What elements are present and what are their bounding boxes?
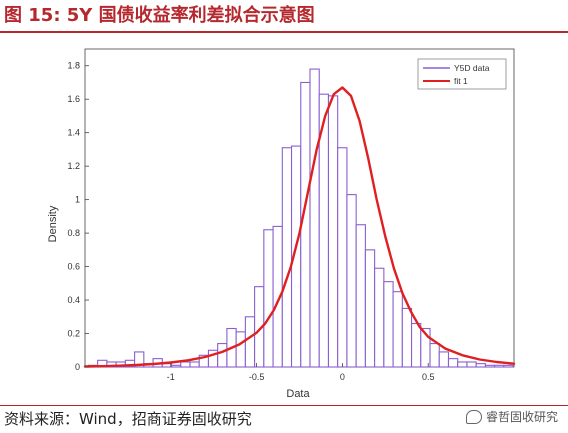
histogram-bar: [346, 194, 357, 368]
histogram-bar: [401, 307, 413, 368]
legend-label-hist: Y5D data: [454, 63, 490, 73]
fit-line: [83, 86, 516, 368]
histogram-bar: [217, 343, 228, 368]
x-tick-label: 0.5: [422, 372, 435, 382]
x-tick-label: 0: [340, 372, 345, 382]
histogram-bar: [180, 361, 191, 368]
histogram-bar: [429, 343, 440, 368]
x-tick-label: -0.5: [249, 372, 265, 382]
histogram-chart: 0 0.2 0.4 0.6 0.8 1 1.2 1.4 1.6 1.8 -1 -0.5 0 0.5 Dat…: [0, 34, 568, 406]
histogram-bar: [457, 361, 468, 368]
y-tick-label: 0: [75, 362, 80, 372]
histogram-bar: [355, 224, 366, 368]
title-divider: [0, 31, 568, 33]
histogram-bar: [374, 267, 385, 368]
histogram-bar: [383, 281, 394, 368]
histogram-bar: [484, 364, 496, 368]
histogram-bar: [134, 351, 145, 368]
x-tick-label: -1: [167, 372, 175, 382]
histogram-bar: [438, 351, 450, 368]
legend: Y5D data fit 1: [417, 58, 507, 90]
watermark-text: 睿哲固收研究: [485, 410, 558, 424]
chat-bubble-icon: [465, 409, 482, 424]
histogram-bar: [475, 363, 486, 368]
watermark: 睿哲固收研究: [465, 408, 558, 425]
y-tick-label: 0.6: [67, 262, 80, 272]
y-tick-label: 0.2: [67, 329, 80, 339]
histogram-bar: [494, 364, 505, 368]
histogram-bar: [263, 229, 274, 368]
y-tick-label: 1.4: [67, 128, 80, 138]
histogram-bar: [244, 316, 256, 368]
chart-container: 0 0.2 0.4 0.6 0.8 1 1.2 1.4 1.6 1.8 -1 -0.5 0 0.5 Dat…: [0, 34, 568, 406]
histogram-bar: [189, 361, 200, 368]
y-tick-label: 1.2: [67, 161, 80, 171]
y-tick-label: 1.6: [67, 94, 80, 104]
histogram-bar: [411, 322, 422, 368]
source-note: 资料来源：Wind，招商证券固收研究: [4, 410, 252, 428]
figure-title: 图 15: 5Y 国债收益率利差拟合示意图: [4, 5, 315, 26]
histogram-bar: [327, 95, 339, 368]
y-tick-label: 0.4: [67, 295, 80, 305]
y-tick-label: 1: [75, 195, 80, 205]
histogram-bar: [447, 358, 459, 368]
legend-label-fit: fit 1: [454, 76, 468, 86]
y-axis-label: Density: [47, 205, 59, 242]
y-tick-label: 1.8: [67, 61, 80, 71]
footer-divider: [0, 405, 568, 406]
histogram-bar: [309, 68, 320, 368]
x-axis-label: Data: [286, 388, 310, 400]
y-tick-label: 0.8: [67, 228, 80, 238]
legend-box: [417, 58, 507, 90]
histogram-bar: [466, 361, 477, 368]
histogram-bar: [281, 147, 293, 368]
histogram-bar: [503, 364, 514, 368]
histogram-bar: [392, 291, 403, 368]
histogram-bar: [235, 331, 246, 368]
histogram-bar: [337, 147, 348, 368]
histogram-bar: [364, 249, 376, 368]
histogram-bar: [170, 364, 182, 368]
